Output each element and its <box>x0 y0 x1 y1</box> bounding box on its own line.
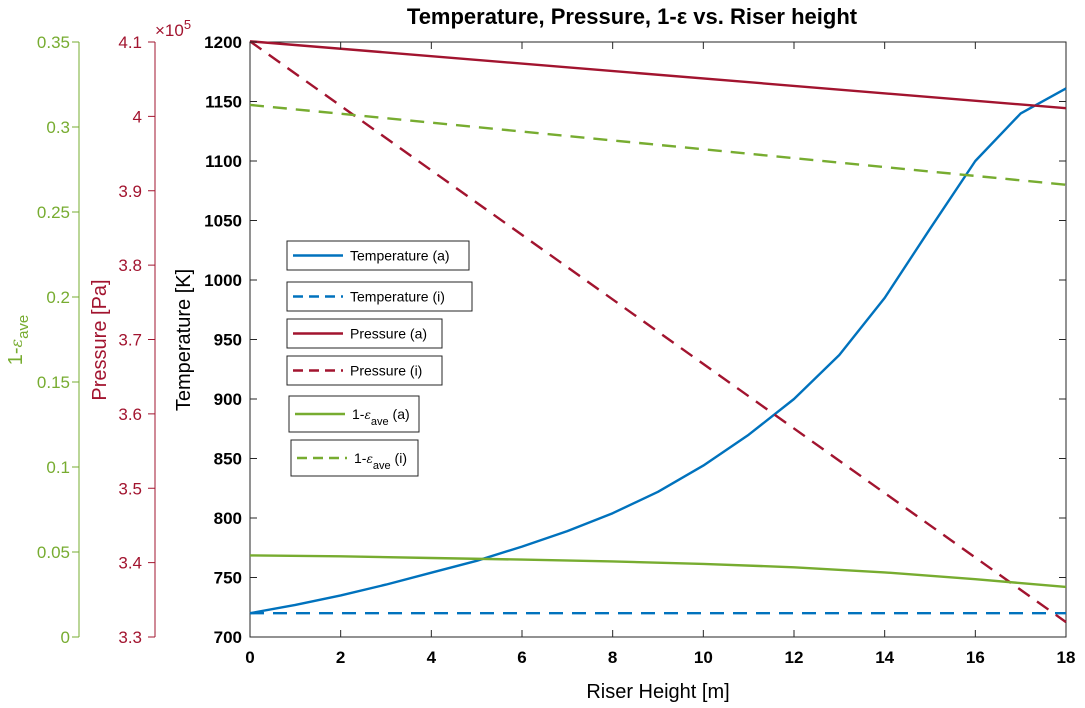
chart-title: Temperature, Pressure, 1-ε vs. Riser hei… <box>407 4 858 29</box>
voidage-label-eps: ε <box>7 339 26 348</box>
series-line-temp_a <box>249 87 1067 615</box>
x-tick-label: 4 <box>427 648 437 667</box>
voidage-tick-label: 0.2 <box>46 288 70 307</box>
pressure-exponent-label: ×105 <box>155 17 191 40</box>
x-tick-label: 0 <box>245 648 254 667</box>
temperature-axis: 700 750 800 850 900 950 1000 1050 1100 1150 1200 <box>204 33 1066 647</box>
series-line-eps_a <box>249 554 1067 589</box>
legend-entry-temp_a: Temperature (a) <box>286 240 470 271</box>
temperature-tick-label: 850 <box>214 450 242 469</box>
legend-entry-eps_i: 1-εave (i) <box>290 439 419 477</box>
legend-label: 1-εave (i) <box>354 450 407 472</box>
x-axis-label: Riser Height [m] <box>586 681 729 703</box>
voidage-tick-label: 0.1 <box>46 458 70 477</box>
legend-box <box>290 439 419 477</box>
legend-entry-pres_a: Pressure (a) <box>286 318 443 349</box>
legend-label: Pressure (a) <box>350 326 427 342</box>
legend-entry-pres_i: Pressure (i) <box>286 355 443 386</box>
pressure-tick-label: 3.7 <box>118 331 142 350</box>
legend-label: Temperature (i) <box>350 289 445 305</box>
pressure-tick-label: 4 <box>133 107 142 126</box>
x-tick-label: 14 <box>875 648 894 667</box>
voidage-axis: 0 0.05 0.1 0.15 0.2 0.25 0.3 0.35 <box>37 33 80 647</box>
voidage-tick-label: 0.05 <box>37 543 70 562</box>
pressure-tick-label: 3.8 <box>118 256 142 275</box>
series-layer <box>249 40 1067 624</box>
x-tick-label: 10 <box>694 648 713 667</box>
legend-label: 1-εave (a) <box>352 406 410 428</box>
pressure-exponent-power: 5 <box>184 17 191 32</box>
legend-label: Pressure (i) <box>350 363 422 379</box>
legend-entry-eps_a: 1-εave (a) <box>288 395 420 433</box>
pressure-axis-label: Pressure [Pa] <box>89 279 111 400</box>
x-axis: 0 2 4 6 8 10 12 14 16 18 <box>245 42 1075 667</box>
legend-label: Temperature (a) <box>350 248 450 264</box>
pressure-tick-label: 4.1 <box>118 33 142 52</box>
voidage-tick-label: 0.3 <box>46 118 70 137</box>
x-tick-label: 16 <box>966 648 985 667</box>
temperature-tick-label: 1050 <box>204 212 242 231</box>
pressure-exponent-base: ×10 <box>155 21 184 40</box>
temperature-tick-label: 950 <box>214 331 242 350</box>
temperature-tick-label: 900 <box>214 390 242 409</box>
temperature-tick-label: 1100 <box>205 152 242 171</box>
voidage-label-sub: ave <box>15 315 32 339</box>
voidage-tick-label: 0.25 <box>37 203 70 222</box>
x-tick-label: 2 <box>336 648 345 667</box>
x-tick-label: 18 <box>1057 648 1076 667</box>
temperature-axis-label: Temperature [K] <box>173 269 195 411</box>
series-line-pres_i <box>249 40 1067 624</box>
temperature-tick-label: 800 <box>214 509 242 528</box>
voidage-tick-label: 0.35 <box>37 33 70 52</box>
voidage-label-main: 1- <box>5 347 27 365</box>
pressure-tick-label: 3.9 <box>118 182 142 201</box>
pressure-tick-label: 3.3 <box>118 628 142 647</box>
temperature-tick-label: 700 <box>214 628 242 647</box>
voidage-axis-label: 1-εave <box>5 315 32 366</box>
series-line-pres_a <box>249 40 1067 110</box>
voidage-tick-label: 0 <box>61 628 70 647</box>
x-tick-label: 8 <box>608 648 617 667</box>
pressure-axis: 3.3 3.4 3.5 3.6 3.7 3.8 3.9 4 4.1 <box>118 33 156 647</box>
x-tick-label: 12 <box>785 648 804 667</box>
pressure-tick-label: 3.4 <box>118 554 142 573</box>
legend-entry-temp_i: Temperature (i) <box>286 281 473 312</box>
x-tick-label: 6 <box>517 648 526 667</box>
temperature-tick-label: 1150 <box>205 93 242 112</box>
legend-box <box>288 395 420 433</box>
temperature-tick-label: 750 <box>214 569 242 588</box>
pressure-tick-label: 3.5 <box>118 479 142 498</box>
legend: Temperature (a) Temperature (i) Pressure (… <box>286 240 473 477</box>
voidage-tick-label: 0.15 <box>37 373 70 392</box>
temperature-tick-label: 1000 <box>204 271 242 290</box>
temperature-tick-label: 1200 <box>204 33 242 52</box>
pressure-tick-label: 3.6 <box>118 405 142 424</box>
